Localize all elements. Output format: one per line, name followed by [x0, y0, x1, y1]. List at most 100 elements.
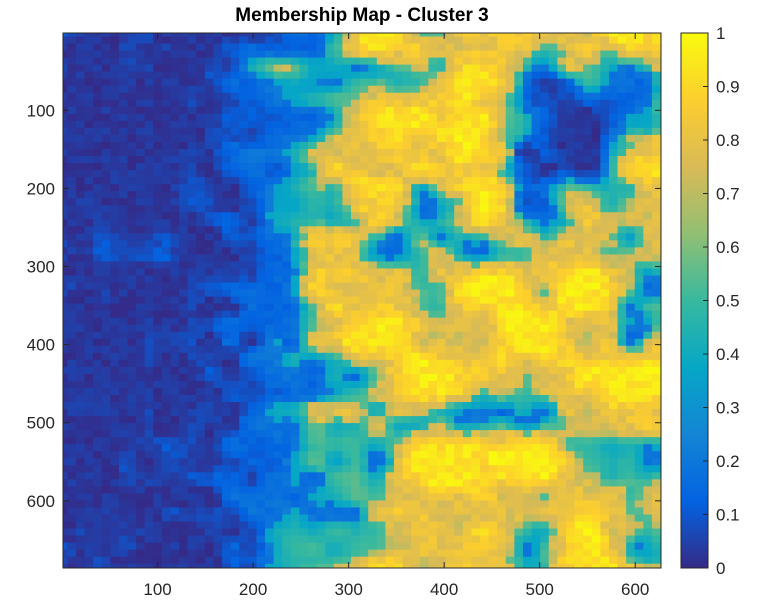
heatmap-cell — [488, 507, 499, 516]
heatmap-cell — [196, 163, 207, 172]
heatmap-cell — [161, 163, 172, 172]
heatmap-cell — [67, 275, 78, 284]
heatmap-cell — [342, 226, 353, 235]
heatmap-cell — [488, 423, 499, 432]
heatmap-cell — [144, 163, 155, 172]
heatmap-cell — [634, 493, 645, 502]
heatmap-cell — [497, 106, 507, 116]
heatmap-cell — [351, 113, 361, 123]
heatmap-cell — [454, 85, 464, 94]
heatmap-cell — [75, 36, 86, 45]
heatmap-cell — [497, 134, 507, 144]
heatmap-cell — [222, 317, 232, 326]
heatmap-cell — [557, 507, 568, 516]
heatmap-cell — [290, 71, 301, 80]
heatmap-cell — [118, 92, 129, 101]
heatmap-cell — [643, 416, 654, 425]
heatmap-cell — [84, 50, 95, 59]
heatmap-cell — [299, 43, 310, 52]
heatmap-cell — [634, 127, 645, 137]
heatmap-cell — [333, 324, 344, 333]
heatmap-cell — [583, 120, 593, 130]
heatmap-cell — [110, 324, 121, 333]
heatmap-cell — [179, 247, 189, 256]
heatmap-cell — [557, 472, 568, 481]
heatmap-cell — [411, 317, 421, 326]
heatmap-cell — [548, 289, 559, 298]
heatmap-cell — [497, 113, 507, 123]
heatmap-cell — [179, 261, 189, 270]
heatmap-cell — [591, 282, 602, 291]
heatmap-cell — [161, 345, 172, 355]
heatmap-cell — [179, 486, 189, 495]
heatmap-cell — [385, 275, 396, 284]
heatmap-cell — [204, 289, 215, 298]
heatmap-cell — [273, 219, 284, 228]
heatmap-cell — [608, 373, 619, 383]
heatmap-cell — [445, 78, 456, 87]
heatmap-cell — [505, 198, 516, 207]
heatmap-cell — [394, 78, 404, 87]
heatmap-cell — [436, 479, 447, 488]
heatmap-cell — [522, 275, 533, 284]
heatmap-cell — [394, 71, 404, 80]
heatmap-cell — [557, 261, 568, 270]
heatmap-cell — [101, 254, 112, 263]
heatmap-cell — [428, 33, 439, 38]
heatmap-cell — [574, 514, 585, 523]
heatmap-cell — [488, 282, 499, 291]
heatmap-cell — [84, 395, 95, 404]
heatmap-cell — [239, 338, 250, 347]
heatmap-cell — [153, 85, 164, 94]
heatmap-cell — [488, 156, 499, 165]
heatmap-cell — [63, 317, 69, 326]
heatmap-cell — [127, 57, 138, 66]
heatmap-cell — [531, 395, 542, 404]
heatmap-cell — [93, 113, 103, 123]
heatmap-cell — [316, 198, 327, 207]
heatmap-cell — [325, 85, 336, 94]
heatmap-cell — [325, 402, 336, 411]
heatmap-cell — [479, 444, 490, 453]
heatmap-cell — [574, 191, 585, 200]
heatmap-cell — [196, 402, 207, 411]
heatmap-cell — [428, 99, 439, 109]
heatmap-cell — [273, 521, 284, 530]
heatmap-cell — [617, 92, 628, 101]
heatmap-cell — [462, 156, 473, 165]
heatmap-cell — [565, 430, 576, 439]
heatmap-cell — [179, 514, 189, 523]
heatmap-cell — [583, 177, 593, 186]
heatmap-cell — [187, 444, 198, 453]
heatmap-cell — [204, 184, 215, 193]
heatmap-cell — [617, 317, 628, 326]
heatmap-cell — [230, 303, 241, 312]
heatmap-cell — [75, 191, 86, 200]
heatmap-cell — [265, 416, 275, 425]
heatmap-cell — [471, 233, 482, 242]
heatmap-cell — [265, 163, 275, 172]
heatmap-cell — [651, 127, 661, 137]
heatmap-cell — [351, 282, 361, 291]
heatmap-cell — [316, 486, 327, 495]
heatmap-cell — [299, 268, 310, 277]
heatmap-cell — [565, 50, 576, 59]
heatmap-cell — [428, 50, 439, 59]
heatmap-cell — [540, 465, 550, 474]
heatmap-cell — [651, 57, 661, 66]
heatmap-cell — [256, 366, 267, 376]
heatmap-cell — [583, 43, 593, 52]
heatmap-cell — [617, 57, 628, 66]
heatmap-cell — [75, 163, 86, 172]
heatmap-cell — [136, 198, 146, 207]
heatmap-cell — [531, 486, 542, 495]
heatmap-cell — [325, 261, 336, 270]
heatmap-cell — [67, 247, 78, 256]
heatmap-cell — [471, 184, 482, 193]
heatmap-cell — [471, 500, 482, 509]
heatmap-cell — [471, 416, 482, 425]
heatmap-cell — [368, 444, 379, 453]
heatmap-cell — [316, 184, 327, 193]
heatmap-cell — [204, 416, 215, 425]
heatmap-cell — [136, 282, 146, 291]
